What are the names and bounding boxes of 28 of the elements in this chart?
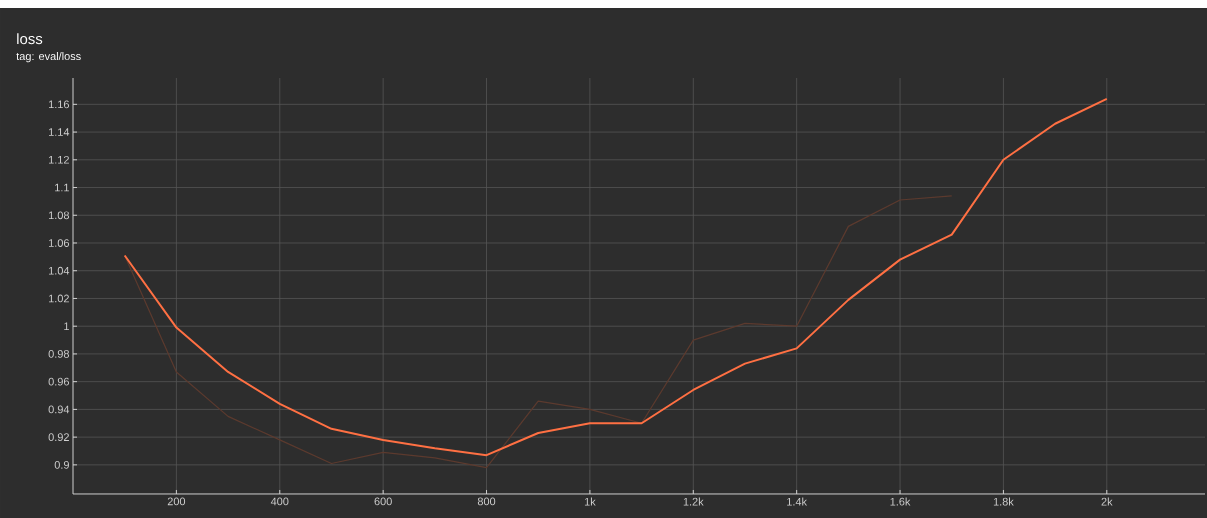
y-tick-label: 1.02 <box>48 294 69 303</box>
y-tick-label: 1 <box>64 322 69 330</box>
x-tick-label: 1.8k <box>993 497 1014 506</box>
y-tick-label: 0.92 <box>48 433 69 442</box>
x-tick-label: 400 <box>270 497 289 506</box>
line-series <box>124 195 953 469</box>
y-tick-label: 1.08 <box>48 211 69 220</box>
y-tick-label: 0.94 <box>48 405 70 414</box>
x-tick-label: 1.4k <box>787 497 808 506</box>
y-tick-label: 1.16 <box>48 100 69 109</box>
line-series <box>123 97 1108 457</box>
x-tick-label: 1k <box>584 497 596 506</box>
x-tick-label: 2k <box>1101 497 1113 506</box>
y-tick-label: 0.96 <box>48 377 69 386</box>
x-tick-label: 200 <box>167 497 186 506</box>
x-tick-label: 600 <box>374 497 392 506</box>
y-tick-label: 1.14 <box>48 128 70 136</box>
x-tick-label: 1.2k <box>683 497 704 506</box>
x-tick-label: 1.6k <box>890 497 911 506</box>
y-tick-label: 1.06 <box>48 239 69 247</box>
y-tick-label: 1.12 <box>48 155 69 164</box>
chart-subtitle: tag: eval/loss <box>16 52 81 63</box>
x-tick-label: 800 <box>477 497 496 506</box>
chart-title: loss <box>17 33 43 45</box>
y-tick-label: 1.04 <box>48 266 70 275</box>
y-tick-label: 1.1 <box>55 183 69 192</box>
y-tick-label: 0.98 <box>48 350 69 358</box>
y-tick-label: 0.9 <box>54 461 69 469</box>
